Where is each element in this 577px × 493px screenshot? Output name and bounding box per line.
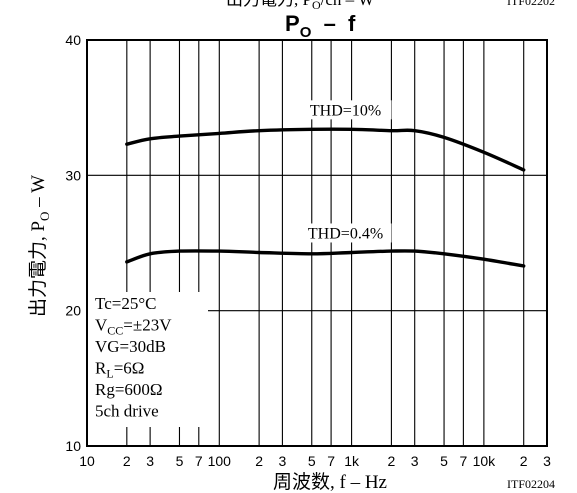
y-axis-label: 出力電力, PO – W xyxy=(27,175,52,317)
series-line xyxy=(125,249,526,268)
top-caption-right: /ch – W xyxy=(321,0,375,9)
x-tick-label: 3 xyxy=(279,453,287,469)
x-tick-label: 5 xyxy=(440,453,448,469)
footer-code: ITF02204 xyxy=(507,477,555,491)
x-tick-label: 10 xyxy=(79,453,95,469)
condition-line: VG=30dB xyxy=(95,337,166,356)
top-caption-code: ITF02202 xyxy=(507,0,555,8)
x-tick-label: 2 xyxy=(255,453,263,469)
x-tick-label: 2 xyxy=(123,453,131,469)
x-tick-labels: 10 2 3 5 7 100 2 3 5 7 1k 2 3 5 7 10k 2 3 xyxy=(79,453,551,469)
x-tick-label: 10k xyxy=(473,453,497,469)
x-tick-label: 1k xyxy=(344,453,360,469)
y-axis-label-main: 出力電力, P xyxy=(27,221,49,317)
chart-title: PO – f xyxy=(285,11,356,41)
chart-title-sub: O xyxy=(300,24,312,41)
chart-title-rest: – f xyxy=(311,11,356,36)
x-tick-label: 5 xyxy=(308,453,316,469)
x-tick-label: 7 xyxy=(459,453,467,469)
y-tick-label: 30 xyxy=(65,167,81,183)
top-caption: 出力電力, PO/ch – W xyxy=(226,0,375,12)
x-tick-label: 2 xyxy=(520,453,528,469)
top-caption-left: 出力電力, P xyxy=(226,0,312,9)
top-caption-sub: O xyxy=(312,0,321,12)
x-axis-label: 周波数, f – Hz xyxy=(273,471,387,493)
y-axis-label-rest: – W xyxy=(28,175,49,212)
condition-line: VCC=±23V xyxy=(95,316,172,338)
series-label-bg xyxy=(299,223,392,243)
x-tick-label: 100 xyxy=(208,453,232,469)
conditions-box xyxy=(88,292,208,427)
chart-title-main: P xyxy=(285,11,300,36)
series-label-bg xyxy=(299,100,392,120)
condition-line: 5ch drive xyxy=(95,402,159,421)
series-lines xyxy=(125,127,526,268)
y-tick-label: 10 xyxy=(65,438,81,454)
x-tick-label: 2 xyxy=(388,453,396,469)
x-tick-label: 3 xyxy=(411,453,419,469)
x-tick-label: 5 xyxy=(176,453,184,469)
y-axis-label-sub: O xyxy=(37,212,52,221)
series-line xyxy=(125,127,526,172)
y-tick-label: 20 xyxy=(65,303,81,319)
condition-line: RL=6Ω xyxy=(95,359,144,381)
series-label: THD=10% xyxy=(310,102,381,119)
x-tick-label: 7 xyxy=(195,453,203,469)
plot-frame xyxy=(86,39,548,447)
y-tick-labels: 10 20 30 40 xyxy=(65,32,81,454)
y-tick-label: 40 xyxy=(65,32,81,48)
x-tick-label: 7 xyxy=(327,453,335,469)
condition-line: Tc=25°C xyxy=(95,294,156,313)
x-tick-label: 3 xyxy=(543,453,551,469)
series-labels: THD=10% THD=0.4% xyxy=(299,100,392,243)
x-tick-label: 3 xyxy=(146,453,154,469)
condition-line: Rg=600Ω xyxy=(95,380,163,399)
series-label: THD=0.4% xyxy=(308,225,383,242)
